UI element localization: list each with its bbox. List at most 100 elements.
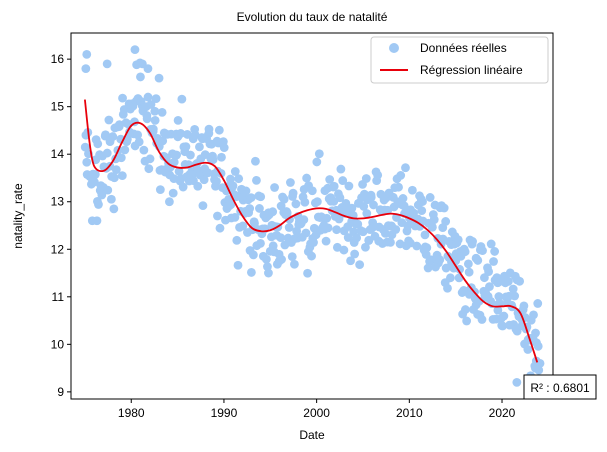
- x-axis: 1980 1990 2000 2010 2020: [118, 399, 516, 420]
- data-point: [252, 176, 261, 185]
- data-point: [256, 192, 266, 202]
- data-point: [364, 236, 374, 245]
- data-point: [386, 237, 395, 247]
- data-point: [490, 247, 500, 256]
- data-point: [477, 315, 487, 324]
- data-point: [366, 193, 376, 202]
- data-point: [249, 250, 258, 260]
- data-point: [486, 239, 496, 249]
- data-point: [217, 152, 226, 162]
- data-point: [150, 115, 160, 125]
- data-point: [418, 197, 427, 206]
- data-point: [90, 170, 100, 179]
- data-point: [190, 130, 200, 140]
- data-point: [255, 204, 264, 213]
- data-point: [312, 197, 322, 207]
- x-tick-label: 2010: [396, 406, 423, 420]
- data-point: [303, 268, 312, 278]
- data-point: [89, 177, 99, 187]
- data-point: [359, 202, 369, 211]
- data-point: [145, 154, 155, 164]
- data-point: [422, 243, 432, 253]
- data-point: [460, 247, 470, 257]
- data-point: [82, 157, 92, 167]
- data-point: [412, 241, 422, 251]
- r-squared-box: [523, 374, 597, 400]
- data-point: [102, 59, 112, 69]
- data-point: [380, 228, 390, 238]
- data-point: [150, 106, 160, 116]
- data-point: [290, 259, 299, 269]
- data-point: [396, 171, 406, 180]
- data-point: [226, 174, 235, 184]
- data-point: [277, 255, 286, 264]
- data-point: [335, 193, 345, 203]
- data-point: [214, 125, 224, 135]
- data-point: [307, 251, 316, 261]
- data-point: [510, 291, 520, 301]
- data-point: [468, 237, 477, 246]
- data-point: [287, 252, 297, 262]
- data-point: [144, 164, 154, 174]
- data-point: [361, 174, 371, 183]
- data-point: [439, 203, 449, 213]
- data-point: [361, 242, 370, 252]
- x-tick-label: 1980: [118, 406, 145, 420]
- data-point: [533, 299, 543, 308]
- data-point: [463, 259, 473, 269]
- data-point: [130, 45, 140, 55]
- data-point: [322, 213, 332, 223]
- y-tick-label: 11: [52, 290, 65, 304]
- data-point: [177, 94, 187, 104]
- x-axis-label: Date: [299, 428, 325, 442]
- data-point: [464, 267, 474, 277]
- legend-scatter-label: Données réelles: [420, 41, 507, 55]
- data-point: [111, 165, 121, 175]
- data-point: [446, 273, 455, 283]
- y-axis: 9 10 11 12 13 14 15 16: [51, 52, 71, 399]
- data-point: [154, 73, 164, 83]
- data-point: [169, 157, 179, 167]
- data-point: [82, 49, 92, 59]
- data-point: [461, 305, 470, 314]
- legend-line-label: Régression linéaire: [420, 63, 523, 77]
- data-point: [493, 305, 503, 315]
- data-point: [485, 282, 494, 292]
- data-point: [300, 197, 310, 207]
- data-point: [499, 311, 509, 321]
- data-point: [391, 225, 401, 234]
- data-point: [165, 197, 174, 207]
- data-point: [321, 236, 331, 246]
- data-point: [530, 363, 540, 373]
- data-point: [462, 316, 472, 326]
- data-point: [312, 157, 322, 167]
- data-point: [251, 156, 260, 166]
- data-point: [120, 145, 130, 155]
- data-point: [241, 186, 251, 196]
- data-point: [101, 130, 110, 140]
- data-point: [307, 186, 317, 196]
- data-point: [148, 124, 158, 134]
- data-point: [531, 328, 540, 338]
- data-point: [233, 260, 243, 270]
- data-point: [478, 246, 487, 256]
- data-point: [245, 204, 255, 213]
- data-point: [157, 108, 167, 117]
- data-point: [204, 124, 214, 134]
- data-point: [143, 92, 153, 102]
- data-point: [146, 100, 156, 109]
- data-point: [325, 175, 335, 184]
- data-point: [343, 233, 353, 242]
- data-point: [151, 94, 161, 104]
- data-point: [155, 185, 165, 195]
- data-point: [103, 185, 113, 195]
- y-axis-label: natality_rate: [11, 183, 25, 249]
- scatter-series: [80, 45, 545, 387]
- data-point: [232, 235, 242, 245]
- data-point: [94, 200, 103, 209]
- y-tick-label: 15: [51, 100, 65, 114]
- data-point: [117, 171, 127, 181]
- data-point: [109, 173, 119, 183]
- data-point: [199, 175, 209, 185]
